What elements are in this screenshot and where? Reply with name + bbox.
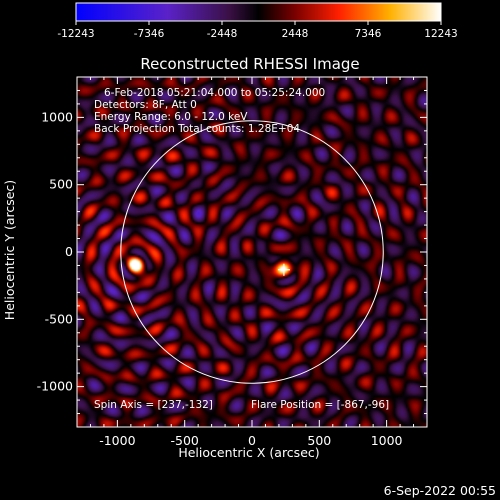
x-tick-label: -500	[171, 433, 199, 448]
info-line: Detectors: 8F, Att 0	[94, 99, 197, 111]
colorbar-tick-label: -12243	[57, 28, 94, 40]
y-tick-label: -1000	[37, 379, 73, 394]
y-tick-label: 1000	[41, 109, 73, 124]
colorbar-tick-label: -7346	[134, 28, 165, 40]
colorbar-tick-label: 2448	[282, 28, 309, 40]
y-tick-label: 500	[49, 177, 73, 192]
x-tick-label: 500	[307, 433, 331, 448]
footer-date: 6-Sep-2022 00:55	[384, 483, 496, 498]
info-text: 6-Feb-2018 05:21:04.000 to 05:25:24.000 …	[94, 87, 389, 411]
info-line: Energy Range: 6.0 - 12.0 keV	[94, 111, 248, 123]
chart-title: Reconstructed RHESSI Image	[140, 55, 359, 73]
plot-overlay	[120, 120, 384, 384]
colorbar-tick-label: -2448	[207, 28, 238, 40]
info-line: Back Projection Total counts: 1.28E+04	[94, 123, 300, 135]
flare-position-text: Flare Position = [-867,-96]	[251, 399, 389, 411]
x-tick-label: 1000	[371, 433, 403, 448]
heatmap-image	[77, 77, 427, 427]
solar-limb-circle	[120, 120, 384, 384]
y-tick-label: -500	[45, 311, 73, 326]
y-tick-label: 0	[65, 244, 73, 259]
colorbar-tick-label: 7346	[355, 28, 382, 40]
axis-ticks: -1000 -500 0 500 1000 1000 500 0 -500 -1000	[37, 77, 427, 448]
x-tick-label: -1000	[99, 433, 135, 448]
x-tick-label: 0	[248, 433, 256, 448]
spin-axis-text: Spin Axis = [237,-132]	[94, 399, 213, 411]
colorbar-ticks: -12243 -7346 -2448 2448 7346 12243	[57, 21, 458, 40]
colorbar-tick-label: 12243	[424, 28, 457, 40]
y-axis-label: Heliocentric Y (arcsec)	[2, 180, 17, 320]
colorbar	[75, 2, 442, 22]
info-line: 6-Feb-2018 05:21:04.000 to 05:25:24.000	[104, 87, 325, 99]
x-axis-label: Heliocentric X (arcsec)	[178, 445, 319, 460]
